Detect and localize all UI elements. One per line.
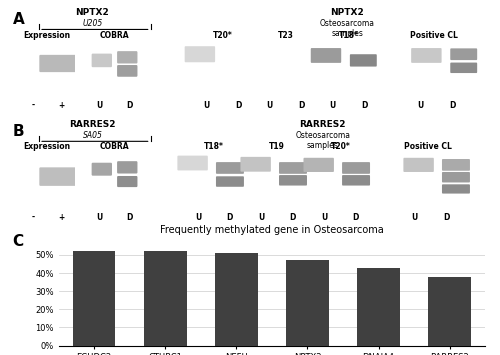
Text: RARRES2: RARRES2 [69,120,116,129]
Text: T18*: T18* [204,142,224,151]
Text: Expression: Expression [23,142,70,151]
Text: D: D [361,101,367,110]
Text: COBRA: COBRA [100,31,129,39]
Text: U: U [412,213,418,222]
Text: COBRA: COBRA [100,142,129,151]
Text: D: D [290,213,296,222]
Text: B: B [12,124,24,139]
Text: D: D [226,213,233,222]
Text: RARRES2: RARRES2 [300,120,346,129]
Text: T20*: T20* [212,31,233,39]
Text: U: U [258,213,264,222]
Text: U205: U205 [82,19,102,28]
Text: Positive CL: Positive CL [404,142,452,151]
Text: T23: T23 [278,31,293,39]
Text: SA05: SA05 [82,131,102,140]
Text: -: - [32,101,35,110]
Text: D: D [298,101,304,110]
Text: U: U [418,101,424,110]
Text: Osteosarcoma
samples: Osteosarcoma samples [320,19,374,38]
Text: +: + [58,101,64,110]
Text: Positive CL: Positive CL [410,31,459,39]
Text: D: D [443,213,449,222]
Text: D: D [352,213,359,222]
Text: +: + [58,213,64,222]
Text: U: U [204,101,210,110]
Text: T20*: T20* [330,142,350,151]
Text: NPTX2: NPTX2 [76,8,110,17]
Text: D: D [235,101,241,110]
Text: A: A [12,12,24,27]
Text: D: D [449,101,456,110]
Text: U: U [321,213,328,222]
Text: D: D [126,213,133,222]
Text: U: U [96,213,103,222]
Text: Expression: Expression [23,31,70,39]
Text: U: U [266,101,272,110]
Text: U: U [330,101,336,110]
Text: U: U [96,101,103,110]
Text: T19: T19 [270,142,285,151]
Text: U: U [195,213,202,222]
Text: NPTX2: NPTX2 [330,8,364,17]
Text: T18*: T18* [338,31,358,39]
Text: C: C [12,234,24,249]
Text: -: - [32,213,35,222]
Text: D: D [126,101,133,110]
Text: Osteosarcoma
samples: Osteosarcoma samples [296,131,350,150]
